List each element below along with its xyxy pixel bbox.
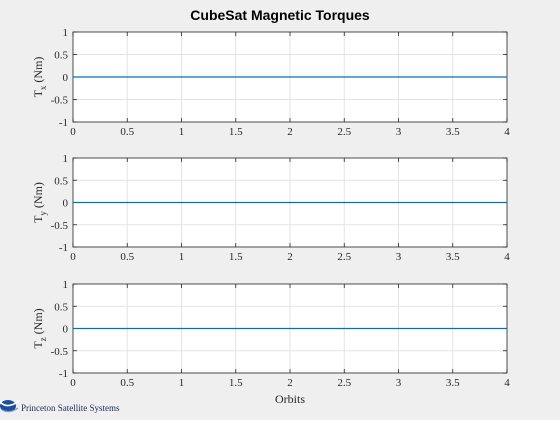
x-tick-label: 3.5 bbox=[446, 377, 460, 389]
y-tick-label: 0.5 bbox=[54, 50, 68, 62]
x-tick-label: 3 bbox=[396, 251, 402, 263]
x-tick-label: 0 bbox=[70, 251, 76, 263]
logo-emblem bbox=[0, 399, 21, 413]
y-tick-label: 1 bbox=[63, 153, 69, 165]
x-tick-label: 2.5 bbox=[337, 126, 351, 138]
x-tick-label: 3.5 bbox=[446, 251, 460, 263]
y-label-main: T bbox=[31, 89, 45, 97]
logo-text: Princeton Satellite Systems bbox=[21, 403, 120, 413]
x-tick-label: 2 bbox=[287, 251, 293, 263]
x-tick-label: 3 bbox=[396, 126, 402, 138]
y-tick-label: -0.5 bbox=[51, 346, 69, 358]
x-tick-label: 0.5 bbox=[120, 251, 134, 263]
logo: Princeton Satellite Systems bbox=[0, 399, 120, 413]
x-tick-label: 0.5 bbox=[120, 377, 134, 389]
x-tick-label: 2 bbox=[287, 126, 293, 138]
subplot-1: 0 0.5 1 1.5 2 2.5 3 3.5 4 1 0.5 0 -0.5 -1 Tx (Nm) bbox=[31, 27, 510, 138]
y-label-unit: (Nm) bbox=[31, 57, 45, 86]
y-tick-label: 1 bbox=[63, 279, 69, 291]
y-tick-label: 0 bbox=[63, 198, 69, 210]
chart-title: CubeSat Magnetic Torques bbox=[190, 7, 370, 23]
y-label-subscript: z bbox=[38, 337, 48, 341]
y-axis-label: Ty (Nm) bbox=[31, 182, 48, 223]
x-tick-label: 0 bbox=[70, 377, 76, 389]
x-tick-label: 1 bbox=[179, 377, 185, 389]
y-label-subscript: y bbox=[38, 211, 48, 216]
x-tick-label: 3.5 bbox=[446, 126, 460, 138]
y-tick-label: 0 bbox=[63, 72, 69, 84]
x-tick-label: 0 bbox=[70, 126, 76, 138]
subplot-2: 0 0.5 1 1.5 2 2.5 3 3.5 4 1 0.5 0 -0.5 -1 Ty (Nm) bbox=[31, 153, 510, 263]
x-tick-label: 0.5 bbox=[120, 126, 134, 138]
y-tick-label: 0.5 bbox=[54, 175, 68, 187]
x-axis-label: Orbits bbox=[275, 392, 305, 406]
y-tick-label: -0.5 bbox=[51, 95, 69, 107]
x-tick-label: 2 bbox=[287, 377, 293, 389]
x-tick-label: 4 bbox=[504, 251, 510, 263]
y-label-main: T bbox=[31, 215, 45, 223]
x-tick-label: 1 bbox=[179, 251, 185, 263]
y-tick-label: -0.5 bbox=[51, 220, 69, 232]
x-tick-label: 2.5 bbox=[337, 377, 351, 389]
x-tick-label: 4 bbox=[504, 126, 510, 138]
y-tick-label: -1 bbox=[59, 368, 68, 380]
y-tick-label: 1 bbox=[63, 27, 69, 39]
y-axis-label: Tz (Nm) bbox=[31, 308, 48, 348]
y-axis-label: Tx (Nm) bbox=[31, 57, 48, 98]
y-tick-label: 0 bbox=[63, 324, 69, 336]
y-label-unit: (Nm) bbox=[31, 308, 45, 337]
y-tick-label: -1 bbox=[59, 242, 68, 254]
x-tick-label: 2.5 bbox=[337, 251, 351, 263]
y-label-subscript: x bbox=[38, 85, 48, 90]
x-tick-label: 1.5 bbox=[229, 377, 243, 389]
subplot-3: 0 0.5 1 1.5 2 2.5 3 3.5 4 1 0.5 0 -0.5 -1 Tz (Nm) bbox=[31, 279, 510, 389]
y-tick-label: 0.5 bbox=[54, 301, 68, 313]
x-tick-label: 1 bbox=[179, 126, 185, 138]
x-tick-label: 4 bbox=[504, 377, 510, 389]
y-label-unit: (Nm) bbox=[31, 182, 45, 211]
x-tick-label: 1.5 bbox=[229, 126, 243, 138]
y-label-main: T bbox=[31, 341, 45, 349]
y-tick-label: -1 bbox=[59, 117, 68, 129]
x-tick-label: 1.5 bbox=[229, 251, 243, 263]
x-tick-label: 3 bbox=[396, 377, 402, 389]
